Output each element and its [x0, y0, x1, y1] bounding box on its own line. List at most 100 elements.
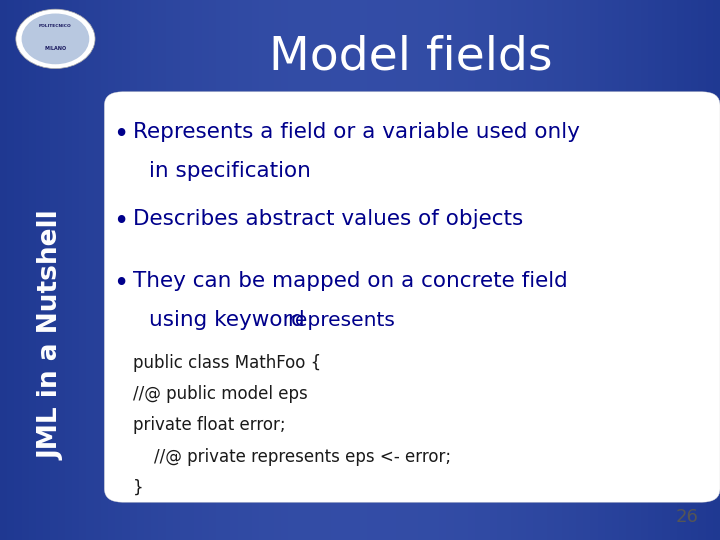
Bar [144, 0, 151, 540]
Text: Represents a field or a variable used only: Represents a field or a variable used on… [133, 122, 580, 141]
Bar [130, 0, 137, 540]
Bar [245, 0, 252, 540]
Bar [274, 0, 281, 540]
Text: 26: 26 [675, 509, 698, 526]
Text: public class MathFoo {: public class MathFoo { [133, 354, 321, 372]
Circle shape [16, 9, 95, 69]
Bar [590, 0, 598, 540]
Bar [302, 0, 310, 540]
Text: private float error;: private float error; [133, 416, 286, 434]
Bar [446, 0, 454, 540]
Bar [266, 0, 274, 540]
Bar [418, 0, 425, 540]
Bar [670, 0, 677, 540]
Bar [14, 0, 22, 540]
Text: JML in a Nutshell: JML in a Nutshell [39, 210, 65, 460]
Bar [79, 0, 86, 540]
Bar [50, 0, 58, 540]
Bar [101, 0, 108, 540]
Bar [346, 0, 353, 540]
Bar [518, 0, 526, 540]
Bar [490, 0, 497, 540]
Bar [65, 0, 72, 540]
Text: in specification: in specification [149, 161, 311, 181]
Bar [655, 0, 662, 540]
Bar [641, 0, 648, 540]
Text: represents: represents [287, 310, 395, 329]
Bar [677, 0, 684, 540]
Bar [562, 0, 569, 540]
Text: They can be mapped on a concrete field: They can be mapped on a concrete field [133, 271, 568, 291]
Bar [684, 0, 691, 540]
Bar [389, 0, 396, 540]
Bar [396, 0, 403, 540]
Bar [648, 0, 655, 540]
Bar [374, 0, 382, 540]
Bar [0, 0, 7, 540]
Text: •: • [113, 122, 129, 147]
Bar [432, 0, 439, 540]
Bar [619, 0, 626, 540]
Bar [180, 0, 187, 540]
Bar [29, 0, 36, 540]
Bar [252, 0, 259, 540]
Bar [108, 0, 115, 540]
Bar [137, 0, 144, 540]
Bar [238, 0, 245, 540]
Text: MILANO: MILANO [45, 46, 66, 51]
Bar [382, 0, 389, 540]
Bar [151, 0, 158, 540]
Bar [583, 0, 590, 540]
Bar [187, 0, 194, 540]
Bar [223, 0, 230, 540]
Text: //@ public model eps: //@ public model eps [133, 385, 308, 403]
Bar [605, 0, 612, 540]
Bar [288, 0, 295, 540]
Bar [166, 0, 173, 540]
Bar [691, 0, 698, 540]
Bar [626, 0, 634, 540]
Bar [281, 0, 288, 540]
Bar [454, 0, 461, 540]
Bar [576, 0, 583, 540]
Bar [72, 0, 79, 540]
Bar [230, 0, 238, 540]
Bar [511, 0, 518, 540]
Bar [317, 0, 324, 540]
Bar [7, 0, 14, 540]
Bar [662, 0, 670, 540]
Bar [295, 0, 302, 540]
Bar [43, 0, 50, 540]
Bar [36, 0, 43, 540]
Bar [504, 0, 511, 540]
Bar [410, 0, 418, 540]
Bar [425, 0, 432, 540]
Text: •: • [113, 209, 129, 235]
Bar [403, 0, 410, 540]
Bar [461, 0, 468, 540]
Bar [86, 0, 94, 540]
Bar [612, 0, 619, 540]
Bar [22, 0, 29, 540]
Bar [353, 0, 360, 540]
Bar [482, 0, 490, 540]
Bar [360, 0, 367, 540]
Bar [202, 0, 209, 540]
Bar [634, 0, 641, 540]
Bar [547, 0, 554, 540]
Text: //@ private represents eps <- error;: //@ private represents eps <- error; [133, 448, 451, 465]
Text: Describes abstract values of objects: Describes abstract values of objects [133, 209, 523, 229]
Bar [331, 0, 338, 540]
FancyBboxPatch shape [104, 92, 720, 502]
Bar [713, 0, 720, 540]
Bar [115, 0, 122, 540]
Bar [324, 0, 331, 540]
Text: POLITECNICO: POLITECNICO [39, 24, 72, 28]
Bar [58, 0, 65, 540]
Text: Model fields: Model fields [269, 34, 552, 79]
Bar [310, 0, 317, 540]
Bar [439, 0, 446, 540]
Bar [122, 0, 130, 540]
Bar [540, 0, 547, 540]
Bar [706, 0, 713, 540]
